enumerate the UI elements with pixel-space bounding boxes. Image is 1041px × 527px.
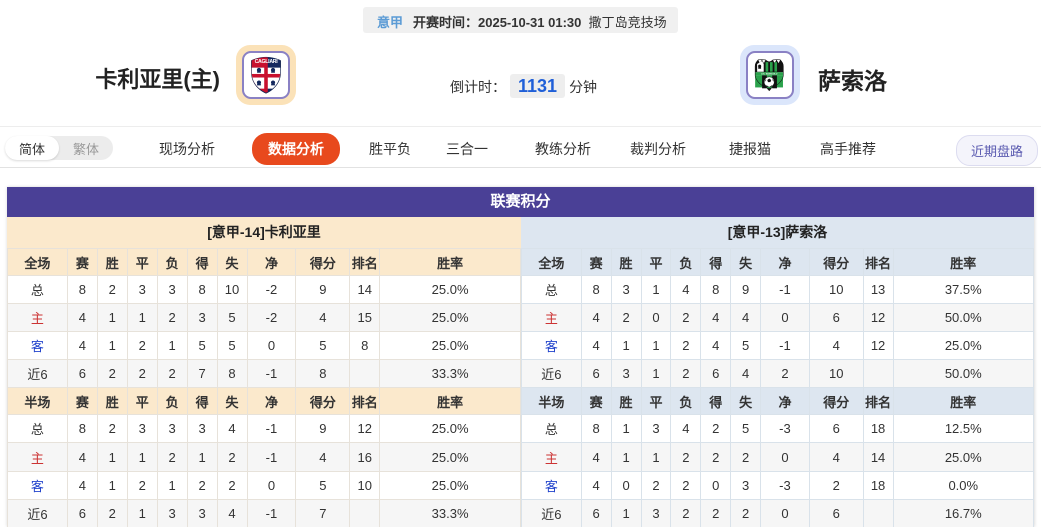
svg-text:U.S. SASSUOLO: U.S. SASSUOLO (761, 73, 778, 76)
svg-text:CAGLIARI: CAGLIARI (255, 59, 279, 65)
